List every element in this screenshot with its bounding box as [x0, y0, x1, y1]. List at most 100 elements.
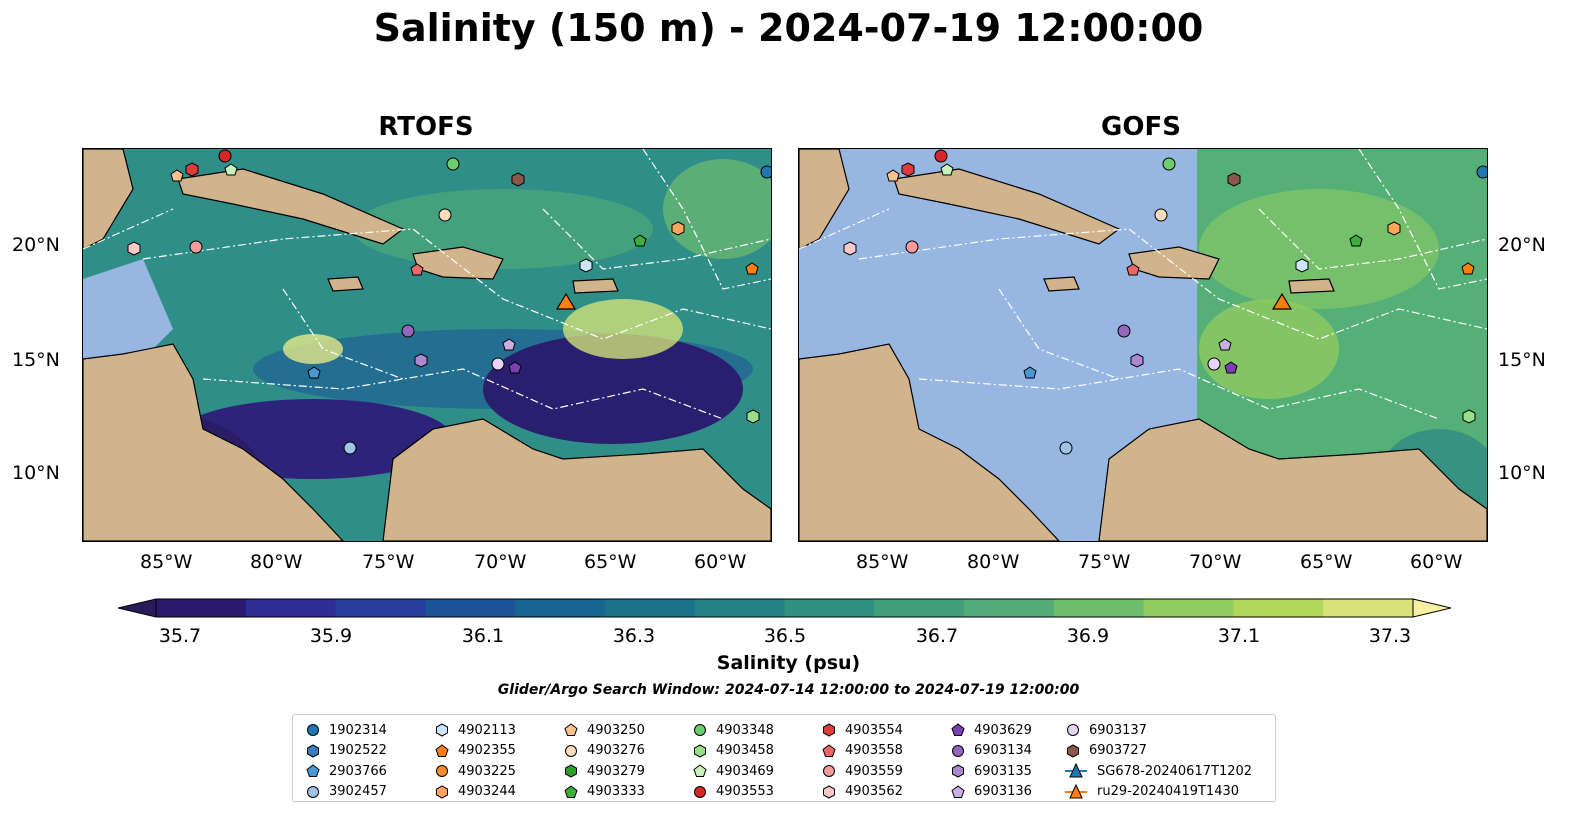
legend-marker-icon	[436, 723, 448, 737]
marker-4903276	[438, 208, 452, 222]
lat-tick: 10°N	[12, 462, 60, 484]
colorbar-tick: 37.3	[1368, 625, 1412, 647]
legend-label: SG678-20240617T1202	[1097, 763, 1253, 779]
gofs-map-svg	[799, 149, 1487, 541]
rtofs-land-central-america	[83, 343, 344, 541]
legend-marker-icon	[693, 764, 707, 777]
legend-item: 2903766	[305, 762, 387, 780]
search-window: Glider/Argo Search Window: 2024-07-14 12…	[497, 682, 1080, 698]
gofs-map	[798, 148, 1488, 542]
legend-label: 4903458	[716, 743, 774, 758]
legend-label: ru29-20240419T1430	[1097, 784, 1240, 799]
legend-item: 4903244	[434, 783, 516, 801]
colorbar-tick: 36.1	[461, 625, 505, 647]
rtofs-high-salinity-patch	[563, 299, 683, 359]
lon-tick: 75°W	[362, 551, 415, 573]
legend-marker-icon	[951, 784, 965, 798]
legend-label: 6903134	[974, 743, 1032, 758]
lat-tick: 20°N	[12, 234, 60, 256]
marker-2903766	[307, 366, 321, 379]
marker-4903276	[1154, 208, 1168, 222]
marker-4903348	[1162, 157, 1176, 171]
legend-marker-icon	[694, 743, 706, 758]
marker-6903135	[1130, 353, 1144, 368]
legend-item: 4903469	[692, 762, 774, 780]
lon-tick: 60°W	[694, 551, 747, 573]
marker-4903250	[170, 169, 184, 182]
marker-4903553	[218, 149, 232, 163]
lon-tick: 85°W	[856, 551, 909, 573]
lon-tick: 65°W	[584, 551, 637, 573]
lon-tick: 65°W	[1300, 551, 1353, 573]
legend-marker-icon	[307, 785, 319, 798]
marker-1902314	[1476, 165, 1487, 179]
gofs-land-jamaica	[1043, 276, 1080, 292]
marker-3902457	[1059, 441, 1073, 455]
colorbar-segment	[1053, 599, 1145, 617]
legend-label: 4903629	[974, 722, 1032, 738]
legend-item: 4903250	[563, 721, 645, 739]
marker-4903333	[1349, 234, 1363, 247]
colorbar	[117, 598, 1452, 618]
legend-marker-icon	[694, 724, 706, 736]
legend-marker-icon	[1067, 724, 1079, 736]
marker-3902457	[343, 441, 357, 455]
legend-label: 4903553	[716, 784, 774, 799]
rtofs-eez-boundaries	[83, 149, 771, 290]
gofs-high-salinity-patch	[1199, 299, 1339, 399]
legend-label: 4903559	[845, 763, 903, 779]
colorbar-frame	[155, 598, 1414, 618]
legend-label: 1902522	[329, 743, 387, 758]
panel-title-rtofs: RTOFS	[378, 112, 474, 142]
marker-4902355	[745, 262, 759, 275]
legend-item: 4903562	[821, 783, 903, 801]
marker-4902113	[579, 258, 593, 273]
legend-item: 6903727	[1065, 742, 1147, 760]
marker-4903458	[746, 409, 760, 424]
panel-title-gofs: GOFS	[1101, 112, 1181, 142]
marker-4903559	[905, 240, 919, 254]
rtofs-patch	[353, 189, 653, 269]
colorbar-segment	[604, 599, 696, 617]
lon-tick: 75°W	[1078, 551, 1131, 573]
legend-label: 4903348	[716, 722, 774, 738]
rtofs-eez-boundaries	[142, 208, 771, 420]
legend-marker-icon	[823, 723, 835, 737]
rtofs-land-florida	[83, 149, 134, 250]
legend-marker-icon	[1065, 762, 1087, 778]
legend-item: ru29-20240419T1430	[1065, 783, 1239, 801]
colorbar-segment	[964, 599, 1055, 617]
gofs-land-central-america	[799, 343, 1060, 541]
marker-4903244	[1387, 221, 1401, 236]
legend-marker-icon	[307, 724, 319, 736]
marker-1902314	[760, 165, 771, 179]
marker-4903469	[940, 163, 954, 176]
rtofs-patch	[663, 159, 771, 259]
marker-2903766	[1023, 366, 1037, 379]
legend-item: 4903276	[563, 742, 645, 760]
marker-4903348	[446, 157, 460, 171]
colorbar-segment	[335, 599, 426, 617]
lon-tick: 80°W	[250, 551, 303, 573]
legend-label: 4903554	[845, 722, 903, 738]
colorbar-segment	[156, 599, 247, 617]
colorbar-segment	[515, 599, 606, 617]
legend-marker-icon	[564, 723, 578, 736]
legend-marker-icon	[436, 784, 448, 799]
lon-tick: 60°W	[1410, 551, 1463, 573]
marker-4903469	[224, 163, 238, 176]
colorbar-segment	[874, 599, 965, 617]
legend-item: 4903225	[434, 762, 516, 780]
marker-4902355	[1461, 262, 1475, 275]
legend-item: 4902113	[434, 721, 516, 739]
marker-6903135	[414, 353, 428, 368]
gofs-land-cuba	[893, 168, 1121, 245]
lon-tick: 80°W	[967, 551, 1020, 573]
colorbar-tick: 35.9	[309, 625, 353, 647]
glider-ru29	[1271, 292, 1293, 310]
legend-marker-icon	[823, 784, 835, 799]
legend-label: 4903558	[845, 743, 903, 758]
legend-label: 4902113	[458, 722, 516, 738]
legend-label: 4903469	[716, 763, 774, 779]
marker-6903727	[511, 172, 525, 187]
